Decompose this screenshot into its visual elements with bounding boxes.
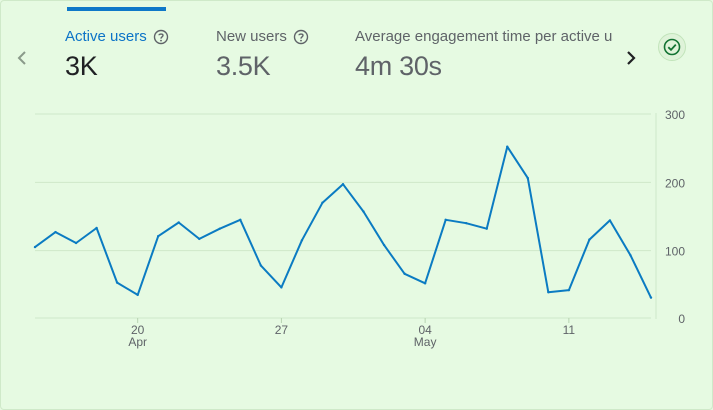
x-tick-month-label: Apr xyxy=(128,335,147,349)
data-point[interactable] xyxy=(423,282,427,285)
data-point[interactable] xyxy=(95,226,98,230)
data-point[interactable] xyxy=(567,288,571,292)
status-check-badge[interactable] xyxy=(658,33,686,61)
x-tick-label: 20 xyxy=(131,323,145,337)
tab-new-users[interactable]: New users 3.5K xyxy=(216,28,309,82)
tab-active-users[interactable]: Active users 3K xyxy=(65,28,169,82)
data-point[interactable] xyxy=(259,264,263,267)
data-point[interactable] xyxy=(33,245,37,249)
help-icon[interactable] xyxy=(293,29,309,45)
data-point[interactable] xyxy=(444,218,447,221)
data-point[interactable] xyxy=(300,239,304,242)
active-tab-indicator xyxy=(67,7,166,11)
data-point[interactable] xyxy=(74,241,78,245)
data-point[interactable] xyxy=(629,254,632,257)
data-point[interactable] xyxy=(54,230,57,234)
y-tick-label: 300 xyxy=(665,108,685,122)
data-point[interactable] xyxy=(341,183,345,186)
data-point[interactable] xyxy=(403,272,406,275)
data-point[interactable] xyxy=(280,286,283,289)
data-point[interactable] xyxy=(177,221,180,224)
data-point[interactable] xyxy=(588,238,591,241)
metric-label-engagement-time: Average engagement time per active us xyxy=(355,28,613,45)
metric-label-new-users: New users xyxy=(216,28,287,45)
series-line-active-users[interactable] xyxy=(34,145,652,299)
y-tick-label: 100 xyxy=(665,245,685,259)
data-point[interactable] xyxy=(136,293,139,297)
next-button[interactable] xyxy=(619,46,643,70)
data-point[interactable] xyxy=(465,221,468,225)
chart-series xyxy=(33,145,653,299)
y-tick-label: 200 xyxy=(665,176,685,190)
data-point[interactable] xyxy=(157,234,160,238)
x-tick-label: 11 xyxy=(563,323,576,337)
metric-value-active-users: 3K xyxy=(65,51,98,81)
data-point[interactable] xyxy=(382,243,386,247)
data-point[interactable] xyxy=(115,281,119,284)
metric-value-engagement-time: 4m 30s xyxy=(355,51,442,81)
data-point[interactable] xyxy=(321,201,324,204)
data-point[interactable] xyxy=(526,176,529,180)
metric-label-active-users: Active users xyxy=(65,28,147,45)
data-point[interactable] xyxy=(608,219,612,222)
data-point[interactable] xyxy=(547,291,550,294)
x-tick-month-label: May xyxy=(414,335,437,349)
data-point[interactable] xyxy=(218,227,221,230)
previous-button[interactable] xyxy=(10,46,34,70)
data-point[interactable] xyxy=(198,237,201,241)
data-point[interactable] xyxy=(649,296,653,299)
check-circle-icon xyxy=(663,38,681,56)
chevron-right-icon xyxy=(627,51,636,65)
data-point[interactable] xyxy=(239,218,242,221)
data-point[interactable] xyxy=(362,210,365,213)
data-point[interactable] xyxy=(485,227,488,230)
x-tick-label: 04 xyxy=(418,323,432,337)
chevron-left-icon xyxy=(17,51,26,65)
y-axis-ticks: 0 100 200 300 xyxy=(665,108,685,326)
tab-average-engagement-time[interactable]: Average engagement time per active us 4m… xyxy=(355,28,613,82)
data-point[interactable] xyxy=(506,145,509,148)
x-tick-label: 27 xyxy=(275,323,289,337)
y-tick-label: 0 xyxy=(678,312,685,326)
help-icon[interactable] xyxy=(153,29,169,45)
metric-value-new-users: 3.5K xyxy=(216,51,271,81)
